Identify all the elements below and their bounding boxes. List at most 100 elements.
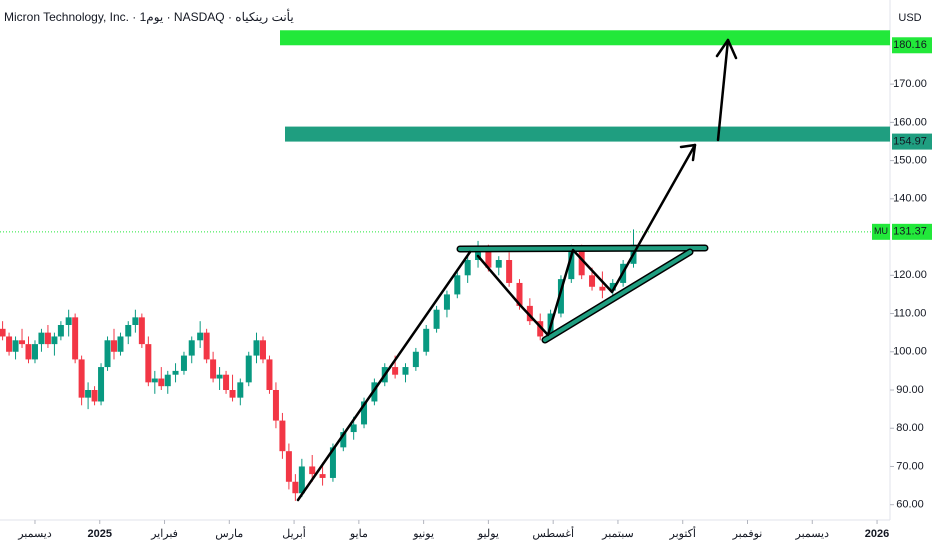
candle-body xyxy=(72,317,79,360)
candle-body xyxy=(180,355,187,371)
candle-body xyxy=(111,340,118,352)
drawings xyxy=(296,38,738,502)
x-tick-label: أكتوبر xyxy=(669,526,696,540)
y-tick-label: 100.00 xyxy=(893,346,927,358)
candle-body xyxy=(210,359,217,379)
x-tick-label: يوليو xyxy=(477,528,499,540)
candle-body xyxy=(578,248,585,276)
candle-body xyxy=(454,275,461,295)
candle-body xyxy=(91,390,98,402)
candle-body xyxy=(392,367,399,375)
candle-body xyxy=(464,260,471,276)
chart-title: Micron Technology, Inc. · 1يوم · NASDAQ … xyxy=(4,8,294,24)
candle-body xyxy=(253,340,260,356)
candle-body xyxy=(145,344,152,383)
candle-body xyxy=(25,344,32,360)
symbol-label: MU xyxy=(874,226,888,236)
candle-body xyxy=(599,286,606,291)
candle-body xyxy=(292,481,299,494)
candle-body xyxy=(245,355,252,383)
candle-body xyxy=(19,340,26,345)
candle-body xyxy=(443,294,450,310)
x-tick-label: مارس xyxy=(215,528,243,540)
x-tick-label: مايو xyxy=(349,528,368,540)
candle-body xyxy=(412,351,419,368)
candle-body xyxy=(433,309,440,329)
last-price-label: 131.37 xyxy=(893,226,927,238)
arrow-head xyxy=(715,38,738,60)
candle-body xyxy=(485,248,492,268)
candle-body xyxy=(309,466,316,475)
candle-body xyxy=(125,325,132,337)
candle-body xyxy=(259,340,266,360)
x-tick-label: أغسطس xyxy=(532,526,574,540)
candle-body xyxy=(138,317,145,345)
zone-price-box xyxy=(892,37,932,54)
candle-body xyxy=(151,378,158,383)
candle-body xyxy=(65,317,72,325)
candle-body xyxy=(188,340,195,356)
candle-body xyxy=(104,340,111,368)
x-tick-label: 2025 xyxy=(88,528,112,540)
y-tick-label: 110.00 xyxy=(894,307,927,319)
candle-body xyxy=(526,305,533,322)
candle-body xyxy=(216,374,223,379)
candle-body xyxy=(329,447,336,478)
candle-body xyxy=(85,390,92,398)
trend-line xyxy=(296,250,472,502)
candle-body xyxy=(117,336,124,352)
zone xyxy=(285,126,890,142)
candle-body xyxy=(557,279,564,314)
candle-body xyxy=(132,317,139,325)
candle-body xyxy=(609,282,616,291)
candle-body xyxy=(266,359,273,390)
pattern-line xyxy=(476,143,697,337)
y-tick-label: 70.00 xyxy=(896,460,924,472)
x-tick-label: 2026 xyxy=(865,528,889,540)
candle-body xyxy=(568,248,575,280)
candle-body xyxy=(98,367,105,402)
x-tick-label: فبراير xyxy=(150,528,178,540)
zones: 180.16 154.97 MU 131.37 xyxy=(0,30,932,240)
candle-body xyxy=(285,451,292,482)
candle-body xyxy=(350,424,357,433)
candle-body xyxy=(203,332,210,360)
candle-body xyxy=(495,260,502,268)
candle-body xyxy=(164,374,171,387)
zone xyxy=(280,30,890,46)
candle-body xyxy=(223,374,230,390)
x-tick-label: نوفمبر xyxy=(732,528,763,540)
symbol-box xyxy=(872,223,890,240)
candle-body xyxy=(229,390,236,398)
y-tick-label: 90.00 xyxy=(896,384,924,396)
candle-body xyxy=(0,328,6,337)
target-arrow xyxy=(716,38,730,142)
x-tick-label: ديسمبر xyxy=(795,528,830,540)
x-tick-label: سبتمبر xyxy=(601,528,634,540)
candle-body xyxy=(589,275,596,287)
axes: 60.00 70.00 80.00 90.00 100.00 110.00 120.00 14… xyxy=(17,78,927,540)
y-tick-label: 160.00 xyxy=(893,116,927,128)
candle-body xyxy=(279,420,286,452)
x-tick-label: يونيو xyxy=(412,528,434,540)
currency: USD xyxy=(898,12,921,24)
x-tick-label: أبريل xyxy=(282,526,306,540)
candle-body xyxy=(340,432,347,448)
candle-body xyxy=(197,332,204,341)
resistance-line xyxy=(458,246,707,251)
y-tick-label: 120.00 xyxy=(893,269,927,281)
y-tick-label: 170.00 xyxy=(893,78,927,90)
candle-body xyxy=(6,336,13,352)
candle-body xyxy=(78,359,85,398)
arrow-head xyxy=(679,143,697,162)
y-tick-label: 140.00 xyxy=(893,193,927,205)
y-tick-label: 60.00 xyxy=(896,499,924,511)
candle-body xyxy=(237,382,244,398)
zone-price-label: 154.97 xyxy=(893,135,927,147)
candle-body xyxy=(319,474,326,478)
candle-body xyxy=(298,466,305,494)
support-line xyxy=(543,250,692,342)
candle-body xyxy=(423,328,430,352)
y-tick-label: 80.00 xyxy=(896,422,924,434)
candle-body xyxy=(537,321,544,337)
